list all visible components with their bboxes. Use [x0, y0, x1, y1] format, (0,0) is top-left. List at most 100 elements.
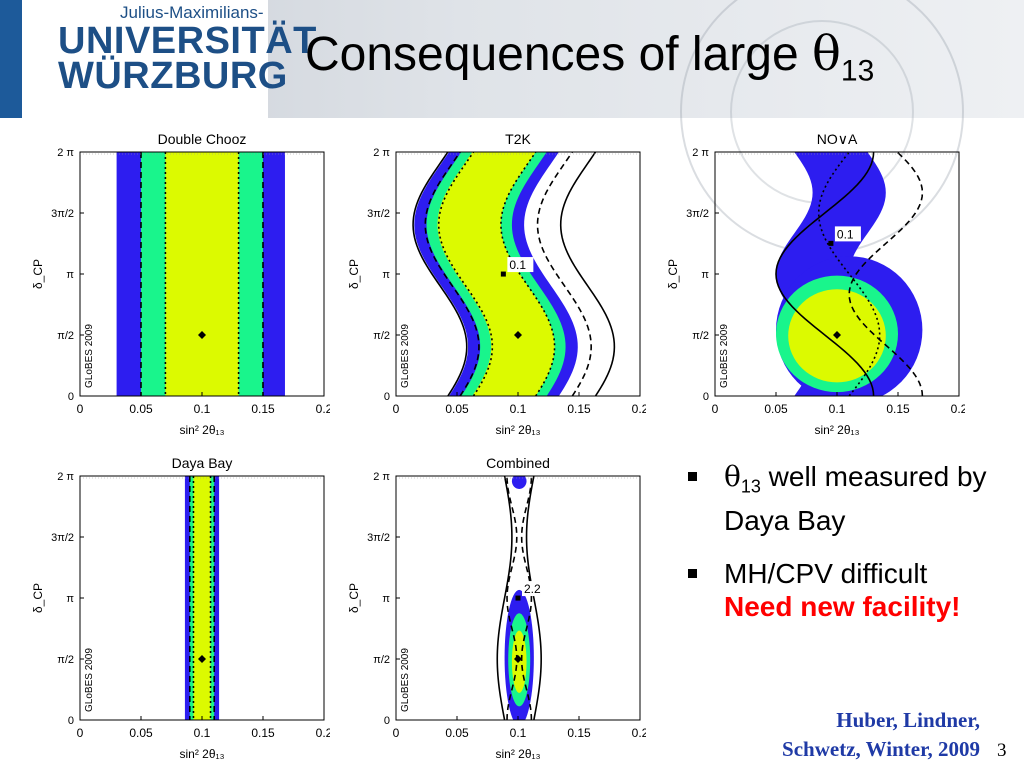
logo-line2: WÜRZBURG	[58, 55, 288, 97]
x-tick-label: 0.2	[316, 402, 330, 416]
y-tick-label: 0	[68, 391, 74, 403]
x-tick-label: 0.1	[194, 726, 211, 740]
bullet-marker	[688, 568, 697, 578]
citation-line2: Schwetz, Winter, 2009	[782, 737, 980, 761]
globes-watermark: GLoBES 2009	[84, 648, 95, 712]
x-tick-label: 0.2	[632, 726, 646, 740]
globes-watermark: GLoBES 2009	[84, 324, 95, 388]
logo-bar	[0, 0, 22, 118]
x-tick-label: 0.05	[445, 402, 469, 416]
chart-title: NO∨A	[817, 131, 858, 147]
y-tick-label: 2 π	[692, 147, 709, 159]
plot-area	[184, 476, 220, 720]
contour-line-dotted	[437, 152, 494, 396]
y-tick-label: 0	[384, 715, 390, 727]
y-tick-label: π/2	[373, 330, 390, 342]
x-tick-label: 0.15	[567, 726, 591, 740]
x-axis-label: sin² 2θ₁₃	[496, 423, 541, 437]
y-tick-label: π	[66, 593, 74, 605]
y-tick-label: 0	[703, 391, 709, 403]
y-tick-label: π	[382, 269, 390, 281]
x-tick-label: 0	[712, 402, 719, 416]
y-axis-label: δ_CP	[347, 259, 361, 289]
plot-area	[116, 152, 285, 396]
x-tick-label: 0.1	[510, 402, 527, 416]
marker-label: 0.1	[509, 258, 526, 272]
region-outer	[511, 476, 527, 489]
contour-line-dashed	[848, 152, 924, 396]
logo-line1: UNIVERSITÄT	[58, 20, 317, 62]
x-tick-label: 0.15	[251, 402, 275, 416]
marker-label: 2.2	[524, 582, 541, 596]
x-axis-label: sin² 2θ₁₃	[496, 747, 541, 761]
panel-daya-bay: Daya Bay 0 0.05 0.1 0.15 0.2 sin² 2θ₁₃ 0 π/2 π 3π/…	[30, 452, 330, 764]
y-tick-label: 3π/2	[367, 532, 390, 544]
x-tick-label: 0.15	[567, 402, 591, 416]
y-tick-label: 3π/2	[51, 532, 74, 544]
contour-line-dashed	[536, 152, 592, 396]
x-tick-label: 0.1	[829, 402, 846, 416]
chart-svg: Double Chooz 0 0.05 0.1 0.15 0.2 sin² 2θ₁₃ 0 π/2…	[31, 131, 330, 437]
panel-combined: Combined 0 0.05 0.1 0.15 0.2 sin² 2θ₁₃ 0 π/2 π 3π/…	[346, 452, 646, 764]
chart-title: Daya Bay	[172, 455, 233, 471]
globes-watermark: GLoBES 2009	[719, 324, 730, 388]
y-tick-label: π/2	[373, 654, 390, 666]
y-axis-label: δ_CP	[347, 583, 361, 613]
bullet-marker	[688, 472, 697, 481]
y-tick-label: 3π/2	[686, 208, 709, 220]
title-theta: θ	[812, 26, 841, 82]
contour-line-dashed	[520, 476, 533, 720]
marker-label-bg	[507, 257, 534, 273]
marker-label: 0.1	[837, 227, 854, 241]
x-tick-label: 0.05	[445, 726, 469, 740]
x-axis-label: sin² 2θ₁₃	[180, 747, 225, 761]
contour-line-dotted	[500, 152, 556, 396]
x-tick-label: 0.15	[251, 726, 275, 740]
y-tick-label: π	[701, 269, 709, 281]
y-tick-label: 2 π	[57, 147, 74, 159]
x-tick-label: 0.2	[316, 726, 330, 740]
x-tick-label: 0.05	[764, 402, 788, 416]
x-axis-label: sin² 2θ₁₃	[815, 423, 860, 437]
x-tick-label: 0.05	[129, 726, 153, 740]
x-tick-label: 0.1	[194, 402, 211, 416]
contour-line-solid	[412, 152, 468, 396]
title-subscript: 13	[840, 54, 875, 88]
marker-label-bg	[834, 226, 861, 242]
x-tick-label: 0.2	[951, 402, 965, 416]
contour-line-solid	[496, 476, 513, 720]
contour-line-solid	[775, 152, 875, 396]
x-tick-label: 0	[77, 726, 84, 740]
y-tick-label: π/2	[57, 654, 74, 666]
slide-title: Consequences of large θ13	[305, 26, 874, 89]
y-tick-label: π/2	[692, 330, 709, 342]
x-axis-label: sin² 2θ₁₃	[180, 423, 225, 437]
chart-svg: T2K 0 0.05 0.1 0.15 0.2 sin² 2θ₁₃ 0 π/2 π 3π/2 2 π δ…	[347, 131, 646, 437]
x-tick-label: 0.2	[632, 402, 646, 416]
marker-square	[515, 595, 521, 601]
bullet-item: θ13 well measured by Daya Bay	[688, 460, 1008, 537]
contour-line-dashed	[424, 152, 480, 396]
x-tick-label: 0.15	[886, 402, 910, 416]
globes-watermark: GLoBES 2009	[400, 324, 411, 388]
bullet-list: θ13 well measured by Daya Bay MH/CPV dif…	[688, 460, 1008, 643]
true-point-marker	[833, 331, 841, 339]
page-number: 3	[997, 740, 1007, 761]
globes-watermark: GLoBES 2009	[400, 648, 411, 712]
y-tick-label: 0	[384, 391, 390, 403]
y-tick-label: 3π/2	[367, 208, 390, 220]
y-tick-label: 3π/2	[51, 208, 74, 220]
x-tick-label: 0	[393, 726, 400, 740]
bullet-text: well measured by Daya Bay	[724, 461, 987, 536]
y-axis-label: δ_CP	[31, 583, 45, 613]
y-tick-label: 2 π	[373, 147, 390, 159]
bullet-theta: θ	[724, 460, 741, 493]
true-point-marker	[514, 331, 522, 339]
y-axis-label: δ_CP	[666, 259, 680, 289]
panel-nova: NO∨A 0 0.05 0.1 0.15 0.2 sin² 2θ₁₃ 0 π/2 π 3π/2 2 π…	[665, 128, 965, 440]
y-tick-label: π/2	[57, 330, 74, 342]
marker-square	[500, 271, 506, 277]
citation: Huber, Lindner, Schwetz, Winter, 2009	[700, 706, 980, 764]
bullet-text: MH/CPV difficult	[724, 557, 928, 589]
bullet-item: MH/CPV difficult Need new facility!	[688, 557, 1008, 623]
